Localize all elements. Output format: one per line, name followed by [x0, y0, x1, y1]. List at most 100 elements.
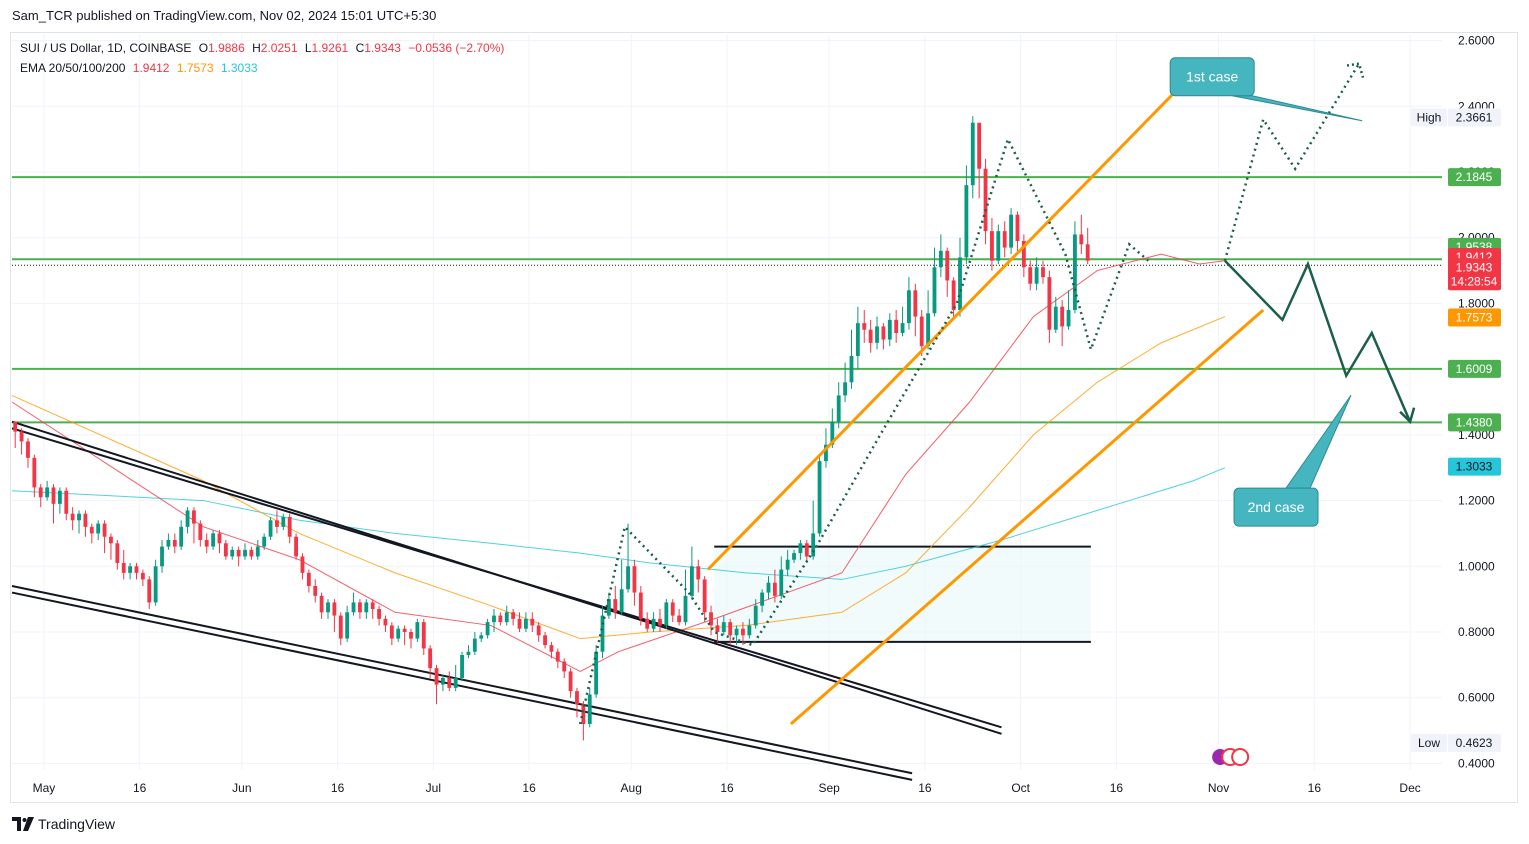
candle-body[interactable] — [990, 231, 994, 261]
candle-body[interactable] — [70, 513, 75, 521]
candle-body[interactable] — [172, 540, 177, 547]
event-badge-icon[interactable] — [1231, 748, 1250, 766]
candle-body[interactable] — [441, 678, 445, 685]
candle-body[interactable] — [798, 543, 803, 554]
candle-body[interactable] — [115, 543, 120, 563]
candle-body[interactable] — [875, 326, 879, 343]
candle-body[interactable] — [262, 536, 267, 547]
candle-body[interactable] — [868, 329, 873, 343]
candle-body[interactable] — [964, 185, 969, 258]
candle-body[interactable] — [447, 678, 452, 688]
candle-body[interactable] — [415, 622, 420, 639]
candle-body[interactable] — [77, 513, 81, 521]
candle-body[interactable] — [504, 612, 509, 623]
candle-body[interactable] — [855, 323, 860, 356]
candle-body[interactable] — [287, 517, 292, 537]
candle-body[interactable] — [587, 694, 592, 724]
candle-body[interactable] — [147, 579, 152, 603]
candle-body[interactable] — [619, 589, 624, 613]
candle-body[interactable] — [319, 595, 324, 613]
candle-body[interactable] — [313, 586, 318, 596]
candle-body[interactable] — [134, 566, 139, 573]
candle-body[interactable] — [849, 356, 854, 383]
candle-body[interactable] — [606, 599, 611, 616]
candle-body[interactable] — [51, 487, 56, 504]
candle-body[interactable] — [485, 622, 490, 636]
candle-body[interactable] — [932, 267, 937, 314]
candle-body[interactable] — [338, 615, 343, 639]
candle-body[interactable] — [1034, 267, 1039, 284]
candle-body[interactable] — [332, 602, 337, 616]
candle-body[interactable] — [1021, 241, 1026, 268]
candle-body[interactable] — [900, 323, 905, 333]
candle-body[interactable] — [913, 290, 918, 317]
candle-body[interactable] — [804, 543, 809, 557]
candle-body[interactable] — [453, 678, 458, 688]
candle-body[interactable] — [600, 615, 605, 652]
candle-body[interactable] — [281, 517, 286, 527]
candle-body[interactable] — [958, 257, 962, 310]
candle-body[interactable] — [945, 250, 950, 281]
candle-body[interactable] — [907, 290, 911, 324]
candle-body[interactable] — [421, 622, 426, 649]
candle-body[interactable] — [109, 536, 113, 544]
candle-body[interactable] — [370, 602, 375, 609]
candle-body[interactable] — [894, 319, 899, 333]
candle-body[interactable] — [198, 523, 203, 540]
candle-body[interactable] — [938, 250, 943, 268]
candle-body[interactable] — [166, 540, 171, 547]
candle-body[interactable] — [536, 625, 541, 636]
candle-body[interactable] — [658, 618, 662, 626]
callout-box[interactable] — [1169, 57, 1255, 97]
candle-body[interactable] — [811, 533, 816, 557]
candle-body[interactable] — [83, 513, 88, 527]
candle-body[interactable] — [824, 444, 828, 462]
candle-body[interactable] — [1079, 234, 1084, 245]
candle-body[interactable] — [664, 602, 669, 626]
candle-body[interactable] — [102, 523, 107, 537]
candle-body[interactable] — [377, 609, 381, 619]
candle-body[interactable] — [575, 691, 579, 705]
candle-body[interactable] — [568, 671, 573, 692]
candle-body[interactable] — [562, 661, 567, 672]
candle-body[interactable] — [677, 615, 682, 623]
candle-body[interactable] — [721, 622, 726, 632]
candle-body[interactable] — [543, 635, 547, 646]
candle-body[interactable] — [977, 122, 982, 169]
candle-body[interactable] — [300, 556, 305, 573]
candle-body[interactable] — [772, 582, 777, 596]
candle-body[interactable] — [294, 536, 298, 557]
candle-body[interactable] — [160, 546, 164, 567]
candle-body[interactable] — [185, 510, 190, 527]
candle-body[interactable] — [45, 487, 50, 498]
candle-body[interactable] — [128, 566, 133, 573]
candle-body[interactable] — [753, 605, 758, 626]
candle-body[interactable] — [1041, 267, 1045, 278]
candle-body[interactable] — [64, 490, 69, 514]
candle-body[interactable] — [1009, 214, 1013, 248]
tradingview-footer[interactable]: TradingView — [12, 816, 115, 832]
candle-body[interactable] — [670, 602, 675, 616]
candle-body[interactable] — [19, 431, 24, 442]
candle-body[interactable] — [275, 520, 279, 527]
candle-body[interactable] — [683, 595, 688, 623]
candle-body[interactable] — [243, 549, 247, 557]
candle-body[interactable] — [747, 625, 752, 636]
candle-body[interactable] — [351, 602, 356, 613]
candle-body[interactable] — [951, 280, 956, 310]
candle-body[interactable] — [1073, 234, 1077, 310]
candle-body[interactable] — [817, 461, 822, 534]
candle-body[interactable] — [1015, 214, 1020, 241]
candle-body[interactable] — [383, 618, 388, 626]
candle-body[interactable] — [626, 566, 630, 590]
candle-body[interactable] — [728, 622, 733, 636]
candle-body[interactable] — [121, 563, 126, 573]
candle-body[interactable] — [1002, 231, 1007, 248]
candle-body[interactable] — [581, 704, 586, 724]
candle-body[interactable] — [555, 651, 560, 662]
candle-body[interactable] — [594, 651, 599, 695]
candle-body[interactable] — [645, 618, 650, 629]
candle-body[interactable] — [211, 533, 216, 547]
candle-body[interactable] — [638, 592, 643, 619]
